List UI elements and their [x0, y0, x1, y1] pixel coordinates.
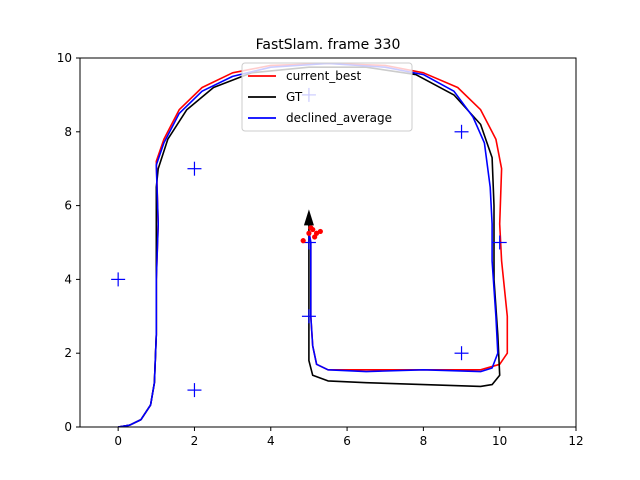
legend-label-declined-average: declined_average [286, 111, 392, 125]
x-tick-label-2: 4 [267, 434, 275, 448]
y-tick-label-2: 4 [64, 272, 72, 286]
landmark-marker-5 [492, 235, 507, 250]
landmark-marker-6 [301, 309, 316, 324]
y-axis: 0 2 4 6 8 10 [57, 51, 80, 434]
x-tick-label-3: 6 [343, 434, 351, 448]
x-tick-label-6: 12 [568, 434, 583, 448]
legend-label-current-best: current_best [286, 69, 362, 83]
landmark-marker-2 [187, 383, 202, 398]
x-tick-label-1: 2 [191, 434, 199, 448]
x-tick-label-0: 0 [114, 434, 122, 448]
plot-frame [79, 57, 577, 428]
landmark-marker-1 [111, 272, 126, 287]
particle-1 [306, 230, 312, 236]
landmark-marker-7 [454, 346, 469, 361]
particle-5 [312, 234, 318, 240]
plot-area [111, 62, 509, 427]
series-line-declined-average [118, 62, 499, 427]
y-tick-label-1: 2 [64, 346, 72, 360]
y-tick-label-3: 6 [64, 199, 72, 213]
particle-0 [300, 238, 306, 244]
landmark-marker-4 [454, 124, 469, 139]
y-tick-label-5: 10 [57, 51, 72, 65]
landmark-marker-0 [187, 161, 202, 176]
particle-4 [317, 228, 323, 235]
x-axis: 0 2 4 6 8 10 12 [114, 427, 584, 448]
robot-pose-arrow [303, 209, 314, 226]
legend-box [241, 62, 413, 132]
x-tick-label-4: 8 [420, 434, 428, 448]
legend: current_best GT declined_average [241, 62, 413, 132]
x-tick-label-5: 10 [492, 434, 507, 448]
plot-clipped-group [111, 62, 509, 427]
y-tick-label-0: 0 [64, 420, 72, 434]
y-tick-label-4: 8 [64, 125, 72, 139]
legend-label-GT: GT [286, 90, 303, 104]
chart-title: FastSlam. frame 330 [256, 37, 401, 53]
particle-6 [308, 225, 314, 231]
